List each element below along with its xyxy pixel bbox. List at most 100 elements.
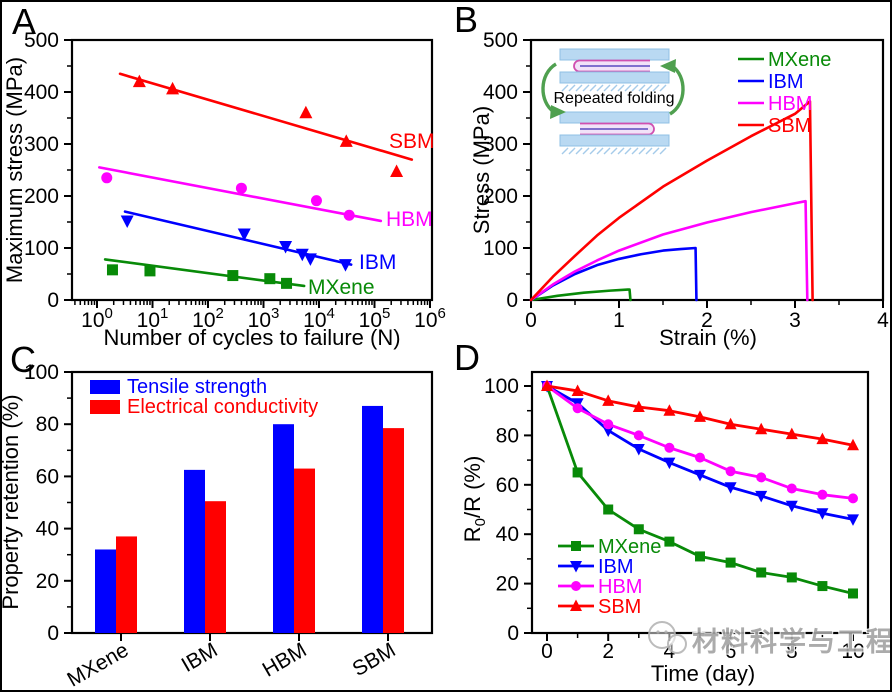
legend-label: Tensile strength	[127, 376, 267, 398]
marker-triangle-up	[602, 394, 615, 406]
plate	[559, 71, 670, 84]
marker-square	[695, 551, 705, 562]
mantissa: 10	[414, 309, 437, 332]
marker-triangle-down	[785, 500, 798, 513]
marker-circle	[664, 442, 675, 453]
marker-triangle-up	[299, 105, 313, 119]
marker-circle	[572, 403, 583, 414]
marker-square	[571, 541, 581, 551]
x-tick-label: 8	[786, 640, 798, 663]
marker-triangle-down	[847, 514, 859, 526]
x-axis-title: Number of cycles to failure (N)	[103, 325, 400, 350]
repeated-folding-inset: Repeated folding	[541, 48, 685, 155]
marker-triangle-up	[816, 432, 829, 445]
bar-mxene-tensile	[95, 549, 116, 633]
exponent: 5	[382, 305, 390, 322]
marker-square	[227, 270, 239, 282]
marker-triangle-down	[602, 425, 615, 437]
marker-triangle-up	[132, 74, 146, 88]
y-tick-label: 0	[47, 289, 59, 312]
bar-hbm-conductivity	[294, 468, 315, 633]
series-line	[529, 246, 698, 302]
marker-square	[756, 567, 767, 578]
exponent: 1	[160, 305, 168, 322]
fold-arrow-left-head	[550, 105, 566, 119]
hatch-line	[589, 84, 597, 92]
marker-square	[603, 504, 614, 515]
marker-square	[848, 588, 858, 599]
marker-triangle-down	[295, 248, 309, 262]
hatch-line	[624, 147, 632, 155]
hatch-line	[617, 84, 625, 92]
fold-arrow-right-head	[660, 59, 676, 73]
inset-caption: Repeated folding	[554, 90, 675, 107]
marker-triangle-up	[339, 134, 353, 147]
marker-circle	[603, 419, 614, 430]
legend-label: SBM	[768, 115, 811, 137]
mantissa: 10	[192, 309, 215, 332]
marker-circle	[817, 489, 828, 500]
y-tick-label: 60	[496, 474, 519, 497]
hatch-line	[652, 147, 660, 155]
marker-triangle-up	[663, 404, 676, 416]
plate	[559, 134, 670, 147]
marker-triangle-up	[785, 427, 798, 440]
hatch-line	[645, 84, 653, 92]
exponent: 3	[271, 305, 279, 322]
y-tick-label: 0	[507, 622, 519, 645]
panel-label-b: B	[454, 0, 479, 40]
marker-square	[144, 265, 156, 277]
y-tick-label: 400	[483, 81, 518, 104]
y-tick-label: 400	[24, 81, 59, 104]
x-tick-label: 105	[359, 305, 391, 332]
x-tick-label: 2	[701, 309, 713, 332]
y-tick-label: 0	[47, 622, 59, 645]
panel-label-c: C	[10, 339, 36, 380]
marker-triangle-down	[570, 561, 582, 573]
marker-circle	[235, 182, 247, 194]
x-axis-title: Strain (%)	[659, 325, 757, 350]
y-tick-label: 60	[36, 465, 59, 488]
x-tick-label: 106	[414, 305, 446, 332]
series-line	[529, 199, 809, 302]
marker-circle	[343, 209, 355, 221]
legend-label: MXene	[768, 49, 831, 71]
ylabel-sub: 0	[472, 518, 489, 526]
marker-square	[817, 581, 828, 592]
x-tick-label: 101	[137, 305, 169, 332]
legend-label: MXene	[598, 536, 661, 558]
marker-triangle-up	[541, 379, 553, 391]
y-axis-title: Maximum stress (MPa)	[2, 57, 27, 283]
exponent: 2	[216, 305, 224, 322]
exponent: 4	[327, 305, 335, 322]
hatch-line	[610, 84, 618, 92]
marker-triangle-down	[237, 228, 251, 241]
hatch-line	[610, 147, 618, 155]
y-axis-title: Property retention (%)	[2, 394, 23, 609]
marker-triangle-down	[755, 490, 768, 503]
series-line	[545, 384, 855, 500]
series-hbm	[529, 199, 809, 302]
x-tick-label: 100	[81, 305, 113, 332]
x-tick-label: 0	[541, 640, 553, 663]
mantissa: 10	[81, 309, 104, 332]
marker-square	[264, 273, 276, 285]
marker-circle	[571, 581, 581, 591]
marker-triangle-up	[632, 400, 645, 412]
marker-triangle-down	[303, 253, 317, 266]
marker-triangle-down	[120, 215, 134, 228]
series-ibm: IBM	[120, 210, 396, 274]
fold-arrow-right	[669, 64, 685, 116]
marker-square	[725, 557, 736, 568]
fold-arrow-left	[541, 62, 557, 114]
hatch-line	[575, 84, 583, 92]
marker-triangle-down	[632, 443, 645, 456]
series-label: SBM	[389, 130, 435, 153]
hatch-line	[659, 147, 667, 155]
x-tick-label: 6	[725, 640, 737, 663]
legend-label: IBM	[768, 71, 804, 93]
y-tick-label: 100	[483, 237, 518, 260]
